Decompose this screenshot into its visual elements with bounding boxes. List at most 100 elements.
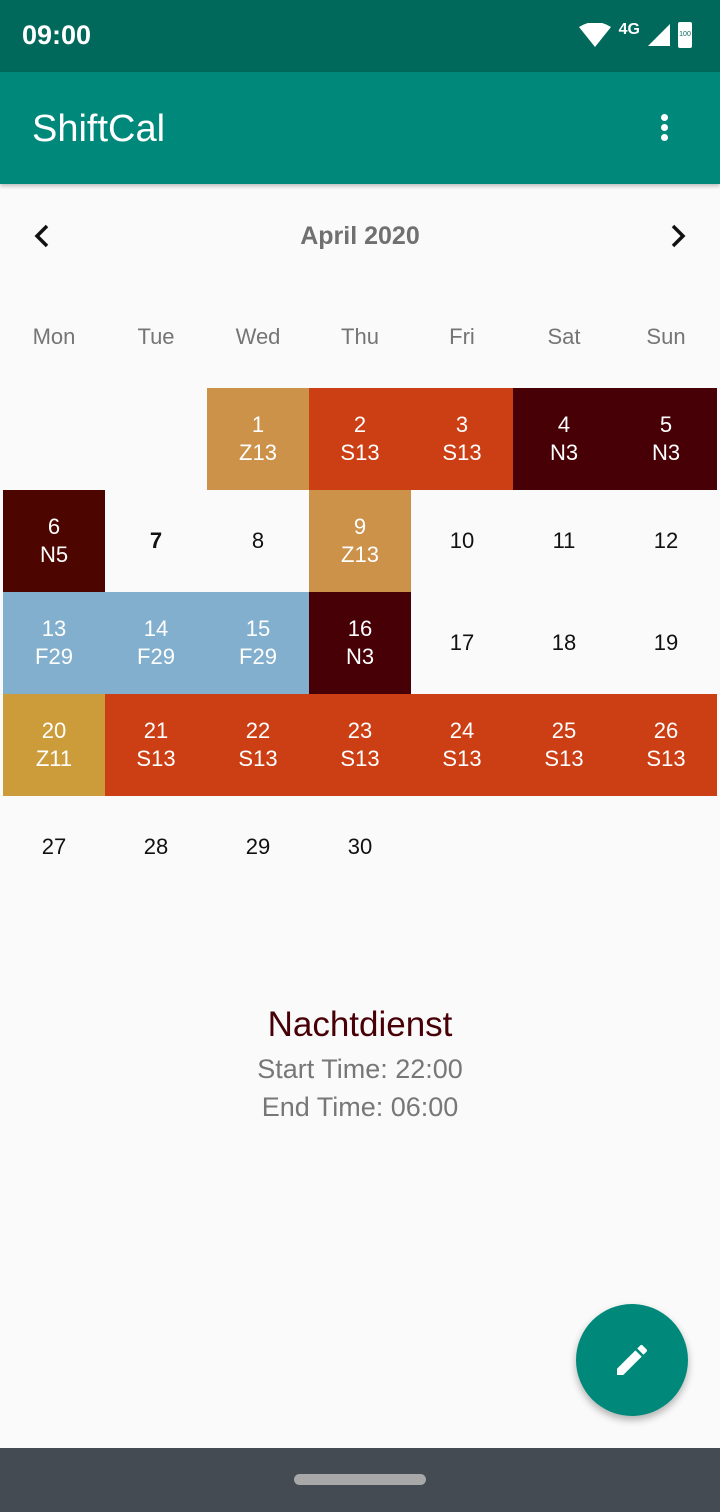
shift-code: S13 — [646, 746, 686, 771]
signal-icon — [648, 24, 670, 46]
day-cell[interactable]: 20 Z11 — [3, 694, 105, 796]
shift-code: N3 — [651, 440, 681, 465]
day-cell[interactable]: 12 — [615, 490, 717, 592]
prev-month-button[interactable] — [22, 218, 62, 254]
day-cell[interactable]: 24 S13 — [411, 694, 513, 796]
day-number: 9 — [353, 514, 367, 539]
day-number: 26 — [653, 718, 679, 743]
day-number: 3 — [455, 412, 469, 437]
weekday-thu: Thu — [341, 324, 379, 349]
day-cell[interactable]: 6 N5 — [3, 490, 105, 592]
day-cell[interactable]: 14 F29 — [105, 592, 207, 694]
day-number: 28 — [143, 834, 169, 859]
day-number: 22 — [245, 718, 271, 743]
battery-icon: 100 — [678, 22, 692, 48]
system-nav-bar — [0, 1448, 720, 1512]
app-bar: ShiftCal — [0, 72, 720, 184]
day-number: 11 — [552, 528, 576, 553]
day-cell[interactable]: 1 Z13 — [207, 388, 309, 490]
weekday-sat: Sat — [547, 324, 581, 349]
day-cell[interactable]: 25 S13 — [513, 694, 615, 796]
edit-fab-button[interactable] — [576, 1304, 688, 1416]
day-number: 23 — [347, 718, 373, 743]
day-cell[interactable]: 5 N3 — [615, 388, 717, 490]
day-cell[interactable]: 28 — [105, 796, 207, 898]
day-number: 21 — [143, 718, 169, 743]
day-cell[interactable]: 15 F29 — [207, 592, 309, 694]
battery-level: 100 — [679, 31, 691, 38]
day-cell[interactable]: 17 — [411, 592, 513, 694]
day-cell[interactable]: 29 — [207, 796, 309, 898]
chevron-right-icon — [671, 224, 686, 248]
day-cell[interactable]: 8 — [207, 490, 309, 592]
day-cell[interactable]: 23 S13 — [309, 694, 411, 796]
day-number: 30 — [347, 834, 373, 859]
status-time: 09:00 — [22, 20, 92, 50]
weekday-sun: Sun — [646, 324, 686, 349]
day-cell[interactable]: 27 — [3, 796, 105, 898]
shift-code: S13 — [340, 440, 380, 465]
day-number: 16 — [347, 616, 373, 641]
weekday-wed: Wed — [235, 324, 281, 349]
network-type: 4G — [618, 21, 640, 38]
shift-code: F29 — [239, 644, 277, 669]
shift-code: N3 — [549, 440, 579, 465]
day-number: 12 — [653, 528, 679, 553]
day-cell[interactable]: 4 N3 — [513, 388, 615, 490]
day-cell[interactable]: 30 — [309, 796, 411, 898]
day-number: 18 — [551, 630, 577, 655]
day-cell[interactable]: 9 Z13 — [309, 490, 411, 592]
day-number: 8 — [251, 528, 265, 553]
shift-code: Z13 — [239, 440, 277, 465]
shift-end-time: End Time: 06:00 — [261, 1092, 459, 1122]
day-number: 10 — [449, 528, 475, 553]
day-number: 6 — [47, 514, 61, 539]
shift-start-time: Start Time: 22:00 — [257, 1054, 463, 1084]
shift-code: N3 — [345, 644, 375, 669]
wifi-icon — [578, 23, 611, 47]
shift-code: S13 — [136, 746, 176, 771]
weekday-mon: Mon — [32, 324, 76, 349]
home-gesture-handle[interactable] — [294, 1474, 426, 1485]
day-cell[interactable]: 26 S13 — [615, 694, 717, 796]
day-number: 5 — [659, 412, 673, 437]
day-number: 19 — [653, 630, 679, 655]
day-cell[interactable]: 21 S13 — [105, 694, 207, 796]
shift-code: S13 — [442, 746, 482, 771]
day-cell[interactable]: 22 S13 — [207, 694, 309, 796]
shift-code: S13 — [544, 746, 584, 771]
shift-code: S13 — [442, 440, 482, 465]
month-label: April 2020 — [300, 222, 420, 250]
day-number: 17 — [449, 630, 475, 655]
day-number: 29 — [245, 834, 271, 859]
day-cell[interactable]: 16 N3 — [309, 592, 411, 694]
shift-code: S13 — [340, 746, 380, 771]
day-cell[interactable]: 19 — [615, 592, 717, 694]
shift-code: Z13 — [341, 542, 379, 567]
day-number: 25 — [551, 718, 577, 743]
edit-pencil-icon — [617, 1344, 648, 1375]
shift-code: F29 — [35, 644, 73, 669]
more-vert-icon[interactable] — [658, 114, 670, 144]
day-cell[interactable]: 2 S13 — [309, 388, 411, 490]
shift-name: Nachtdienst — [267, 1005, 453, 1044]
shift-code: F29 — [137, 644, 175, 669]
day-cell[interactable]: 11 — [513, 490, 615, 592]
day-number: 14 — [143, 616, 169, 641]
next-month-button[interactable] — [658, 218, 698, 254]
day-cell[interactable]: 10 — [411, 490, 513, 592]
day-number: 4 — [557, 412, 571, 437]
day-cell[interactable]: 7 — [105, 490, 207, 592]
day-number: 2 — [353, 412, 367, 437]
chevron-left-icon — [34, 224, 49, 248]
weekday-tue: Tue — [137, 324, 175, 349]
day-cell[interactable]: 13 F29 — [3, 592, 105, 694]
day-cell[interactable]: 18 — [513, 592, 615, 694]
day-number: 15 — [245, 616, 271, 641]
shift-code: Z11 — [35, 746, 73, 771]
day-number: 13 — [41, 616, 67, 641]
shift-code: N5 — [39, 542, 69, 567]
status-bar: 09:00 4G 100 — [0, 0, 720, 72]
day-cell[interactable]: 3 S13 — [411, 388, 513, 490]
day-number: 20 — [41, 718, 67, 743]
